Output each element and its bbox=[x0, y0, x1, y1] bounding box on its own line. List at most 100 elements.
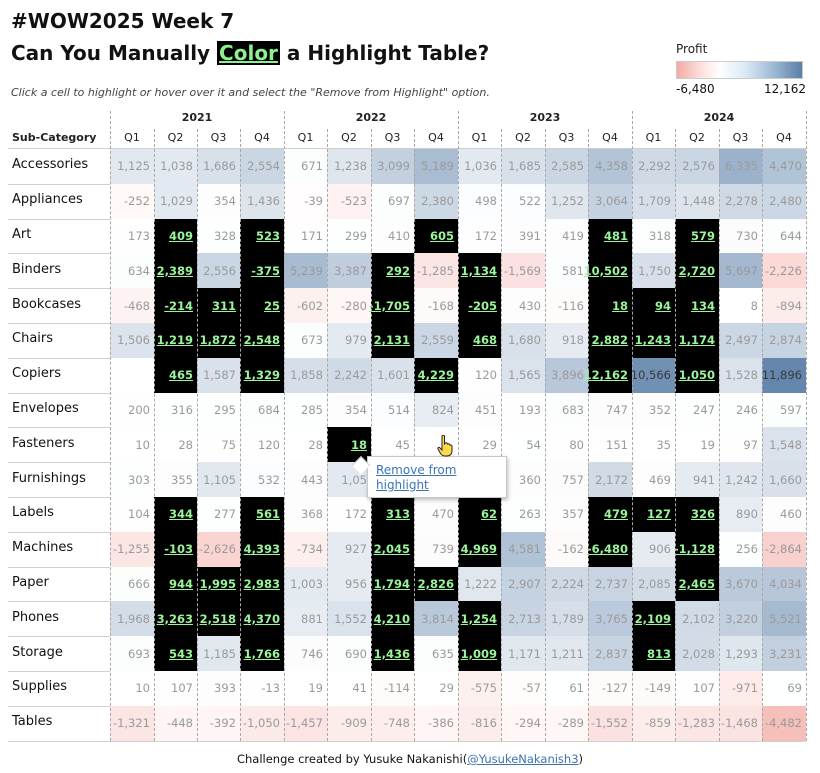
table-cell[interactable]: -392 bbox=[197, 705, 240, 741]
table-cell[interactable]: 1,858 bbox=[284, 357, 327, 393]
table-cell[interactable]: -1,128 bbox=[674, 531, 719, 567]
table-cell[interactable]: 4,034 bbox=[762, 566, 806, 602]
table-cell[interactable]: -523 bbox=[327, 183, 371, 219]
table-cell[interactable]: -448 bbox=[154, 705, 197, 741]
table-cell[interactable]: 757 bbox=[545, 462, 588, 497]
table-cell[interactable]: 277 bbox=[197, 497, 240, 532]
table-cell[interactable]: 1,794 bbox=[371, 566, 414, 602]
table-cell[interactable]: 1,029 bbox=[154, 183, 197, 219]
table-cell[interactable]: 28 bbox=[284, 427, 327, 463]
table-cell[interactable]: 120 bbox=[458, 357, 501, 393]
table-cell[interactable]: 328 bbox=[197, 218, 240, 254]
table-cell[interactable]: 4,229 bbox=[414, 357, 458, 393]
table-cell[interactable]: 1,242 bbox=[719, 462, 762, 497]
table-cell[interactable]: 605 bbox=[414, 218, 458, 254]
table-cell[interactable]: 1,211 bbox=[545, 636, 588, 671]
table-cell[interactable]: 2,497 bbox=[719, 323, 762, 358]
table-cell[interactable]: 2,109 bbox=[632, 601, 675, 637]
table-cell[interactable]: 172 bbox=[327, 497, 371, 532]
table-cell[interactable]: 1,05 bbox=[327, 462, 371, 497]
table-cell[interactable]: 2,480 bbox=[762, 183, 806, 219]
table-cell[interactable]: 693 bbox=[110, 636, 154, 671]
table-cell[interactable]: 311 bbox=[197, 288, 240, 323]
table-cell[interactable]: 881 bbox=[284, 601, 327, 637]
table-cell[interactable]: 1,436 bbox=[371, 636, 414, 671]
table-cell[interactable]: -162 bbox=[545, 531, 588, 567]
table-cell[interactable]: 295 bbox=[197, 392, 240, 428]
table-cell[interactable]: 2,465 bbox=[675, 566, 719, 602]
footer-link[interactable]: @YusukeNakanish3 bbox=[467, 752, 579, 766]
table-cell[interactable]: 498 bbox=[458, 183, 501, 219]
table-cell[interactable]: 479 bbox=[588, 497, 632, 532]
table-cell[interactable]: 409 bbox=[154, 218, 197, 254]
table-cell[interactable]: 2,826 bbox=[414, 566, 458, 602]
table-cell[interactable]: 5,189 bbox=[414, 149, 458, 184]
table-cell[interactable]: 2,554 bbox=[240, 149, 284, 184]
table-cell[interactable]: 368 bbox=[284, 497, 327, 532]
table-cell[interactable]: 890 bbox=[719, 497, 762, 532]
table-cell[interactable]: 2,907 bbox=[501, 566, 545, 602]
table-cell[interactable]: 419 bbox=[545, 218, 588, 254]
table-cell[interactable]: 4,210 bbox=[371, 601, 414, 637]
table-cell[interactable]: 522 bbox=[501, 183, 545, 219]
table-cell[interactable]: -468 bbox=[110, 288, 154, 323]
table-cell[interactable]: 2,518 bbox=[197, 601, 240, 637]
table-cell[interactable]: 1,293 bbox=[719, 636, 762, 671]
table-cell[interactable]: 316 bbox=[154, 392, 197, 428]
table-cell[interactable]: 597 bbox=[762, 392, 806, 428]
table-cell[interactable]: 4,470 bbox=[762, 149, 806, 184]
table-cell[interactable]: 18 bbox=[588, 288, 632, 323]
table-cell[interactable]: 94 bbox=[632, 288, 675, 323]
table-cell[interactable]: 1,565 bbox=[501, 357, 545, 393]
table-cell[interactable]: 4,581 bbox=[501, 531, 545, 567]
table-cell[interactable]: 1,219 bbox=[154, 323, 197, 358]
table-cell[interactable]: 1,709 bbox=[632, 183, 675, 219]
table-cell[interactable]: 246 bbox=[719, 392, 762, 428]
table-cell[interactable]: 69 bbox=[762, 671, 806, 706]
table-cell[interactable]: 1,036 bbox=[458, 149, 501, 184]
table-cell[interactable]: -748 bbox=[371, 705, 414, 741]
table-cell[interactable]: 285 bbox=[284, 392, 327, 428]
table-cell[interactable]: 2,585 bbox=[545, 149, 588, 184]
table-cell[interactable]: 173 bbox=[110, 218, 154, 254]
table-cell[interactable]: 1,766 bbox=[240, 636, 284, 671]
table-cell[interactable]: 1,660 bbox=[762, 462, 806, 497]
table-cell[interactable]: -1,285 bbox=[414, 253, 458, 289]
table-cell[interactable]: 1,125 bbox=[110, 149, 154, 184]
table-cell[interactable]: 1,750 bbox=[632, 253, 675, 289]
table-cell[interactable]: 303 bbox=[110, 462, 154, 497]
table-cell[interactable]: 2,172 bbox=[588, 462, 632, 497]
table-cell[interactable]: 460 bbox=[762, 497, 806, 532]
table-cell[interactable]: -280 bbox=[327, 288, 371, 323]
table-cell[interactable]: 1,448 bbox=[675, 183, 719, 219]
table-cell[interactable]: 1,685 bbox=[501, 149, 545, 184]
table-cell[interactable]: 1,050 bbox=[675, 357, 719, 393]
table-cell[interactable]: 4,393 bbox=[240, 531, 284, 567]
table-cell[interactable]: 2,874 bbox=[762, 323, 806, 358]
table-cell[interactable]: 171 bbox=[284, 218, 327, 254]
table-cell[interactable]: 3,099 bbox=[371, 149, 414, 184]
table-cell[interactable]: 1,009 bbox=[458, 636, 501, 671]
table-cell[interactable]: 514 bbox=[371, 392, 414, 428]
table-cell[interactable]: 357 bbox=[545, 497, 588, 532]
table-cell[interactable]: 443 bbox=[284, 462, 327, 497]
table-cell[interactable]: 730 bbox=[719, 218, 762, 254]
table-cell[interactable]: 1,601 bbox=[371, 357, 414, 393]
table-cell[interactable]: 61 bbox=[545, 671, 588, 706]
table-cell[interactable]: -386 bbox=[414, 705, 458, 741]
table-cell[interactable]: -127 bbox=[588, 671, 632, 706]
table-cell[interactable]: 104 bbox=[110, 497, 154, 532]
table-cell[interactable]: 3,896 bbox=[545, 357, 588, 393]
table-cell[interactable]: 739 bbox=[414, 531, 458, 567]
table-cell[interactable]: 2,389 bbox=[154, 253, 197, 289]
table-cell[interactable]: 318 bbox=[632, 218, 675, 254]
table-cell[interactable]: 2,102 bbox=[675, 601, 719, 637]
table-cell[interactable]: -1,321 bbox=[110, 705, 154, 741]
table-cell[interactable]: 690 bbox=[327, 636, 371, 671]
table-cell[interactable]: -909 bbox=[327, 705, 371, 741]
table-cell[interactable]: 80 bbox=[545, 427, 588, 463]
table-cell[interactable]: 355 bbox=[154, 462, 197, 497]
table-cell[interactable]: 1,872 bbox=[197, 323, 240, 358]
table-cell[interactable]: 62 bbox=[458, 497, 501, 532]
table-cell[interactable]: 941 bbox=[675, 462, 719, 497]
